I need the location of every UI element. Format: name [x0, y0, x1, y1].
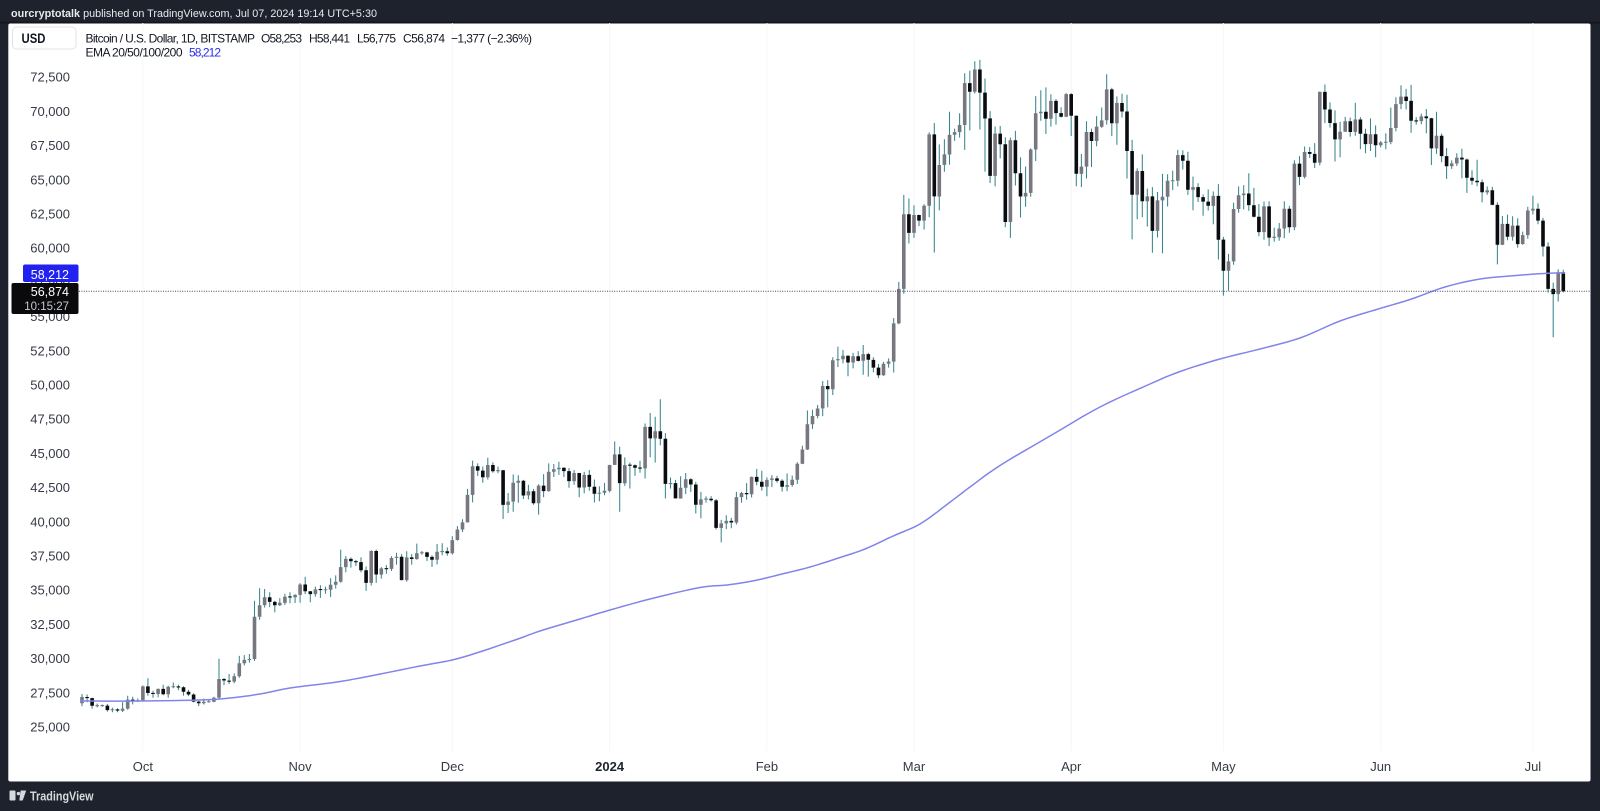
- svg-text:Dec: Dec: [441, 759, 465, 774]
- svg-text:USD: USD: [22, 30, 46, 46]
- svg-text:72,500: 72,500: [30, 70, 70, 85]
- svg-text:Nov: Nov: [289, 759, 313, 774]
- svg-text:30,000: 30,000: [30, 651, 70, 666]
- svg-text:42,500: 42,500: [30, 480, 70, 495]
- svg-text:45,000: 45,000: [30, 446, 70, 461]
- svg-text:Apr: Apr: [1061, 759, 1082, 774]
- svg-text:60,000: 60,000: [30, 241, 70, 256]
- svg-text:37,500: 37,500: [30, 549, 70, 564]
- svg-text:25,000: 25,000: [30, 720, 70, 735]
- svg-text:Jul: Jul: [1525, 759, 1542, 774]
- svg-text:67,500: 67,500: [30, 138, 70, 153]
- svg-text:Bitcoin / U.S. Dollar, 1D, BIT: Bitcoin / U.S. Dollar, 1D, BITSTAMP: [86, 32, 256, 46]
- svg-text:35,000: 35,000: [30, 583, 70, 598]
- svg-text:C56,874: C56,874: [403, 32, 445, 46]
- svg-text:Feb: Feb: [756, 759, 778, 774]
- svg-text:40,000: 40,000: [30, 514, 70, 529]
- svg-text:ourcryptotalk published on Tra: ourcryptotalk published on TradingView.c…: [11, 8, 377, 20]
- svg-text:27,500: 27,500: [30, 685, 70, 700]
- svg-text:47,500: 47,500: [30, 412, 70, 427]
- svg-text:58,212: 58,212: [31, 268, 69, 282]
- svg-text:70,000: 70,000: [30, 104, 70, 119]
- svg-text:50,000: 50,000: [30, 378, 70, 393]
- svg-text:TradingView: TradingView: [30, 790, 94, 804]
- svg-text:Jun: Jun: [1370, 759, 1391, 774]
- svg-text:32,500: 32,500: [30, 617, 70, 632]
- svg-text:H58,441: H58,441: [309, 32, 350, 46]
- svg-text:−1,377 (−2.36%): −1,377 (−2.36%): [451, 32, 532, 46]
- svg-text:2024: 2024: [595, 759, 625, 774]
- svg-text:58,212: 58,212: [189, 46, 221, 60]
- svg-text:Mar: Mar: [903, 759, 926, 774]
- svg-text:52,500: 52,500: [30, 343, 70, 358]
- svg-text:62,500: 62,500: [30, 207, 70, 222]
- svg-text:10:15:27: 10:15:27: [24, 301, 69, 313]
- svg-text:May: May: [1211, 759, 1236, 774]
- svg-text:56,874: 56,874: [31, 285, 69, 299]
- svg-text:65,000: 65,000: [30, 172, 70, 187]
- svg-text:O58,253: O58,253: [261, 32, 302, 46]
- svg-text:L56,775: L56,775: [357, 32, 396, 46]
- svg-text:Oct: Oct: [133, 759, 154, 774]
- svg-text:EMA 20/50/100/200: EMA 20/50/100/200: [86, 46, 183, 60]
